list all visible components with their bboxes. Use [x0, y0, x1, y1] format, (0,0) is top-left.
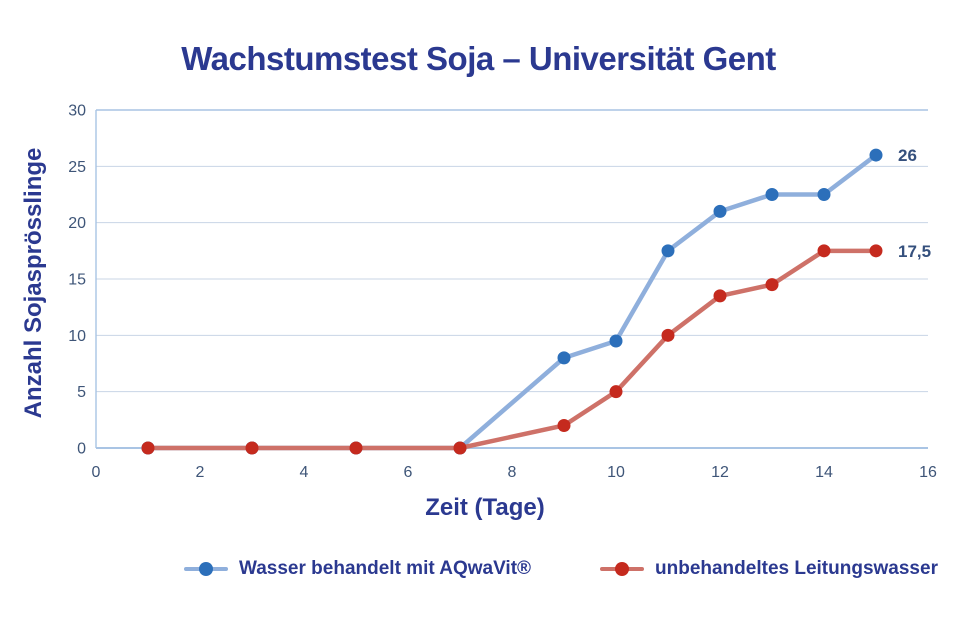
end-label-aqwavit: 26	[898, 146, 917, 165]
x-axis-title: Zeit (Tage)	[425, 494, 545, 521]
data-point-aqwavit	[869, 148, 883, 162]
legend-item-leitungswasser: unbehandeltes Leitungswasser	[600, 556, 938, 582]
y-tick-label: 30	[68, 103, 86, 120]
line-dot-marker-red-icon	[600, 562, 644, 576]
data-point-leitungswasser	[765, 278, 779, 292]
series-line-aqwavit	[145, 152, 879, 451]
y-tick-label: 10	[68, 328, 86, 345]
x-tick-label: 0	[92, 464, 101, 481]
data-point-leitungswasser	[609, 385, 623, 399]
data-point-aqwavit	[661, 244, 675, 258]
data-point-leitungswasser	[557, 418, 571, 432]
x-tick-label: 8	[508, 464, 517, 481]
data-point-leitungswasser	[661, 328, 675, 342]
legend-dot-red-icon	[615, 562, 629, 576]
x-tick-label: 12	[711, 464, 729, 481]
chart-title: Wachstumstest Soja – Universität Gent	[181, 40, 776, 77]
x-tick-label: 10	[607, 464, 625, 481]
x-tick-label: 6	[404, 464, 413, 481]
x-tick-label: 4	[300, 464, 309, 481]
x-tick-label: 2	[196, 464, 205, 481]
x-tick-label: 16	[919, 464, 937, 481]
x-tick-label: 14	[815, 464, 833, 481]
data-point-leitungswasser	[349, 441, 363, 455]
data-point-aqwavit	[713, 204, 727, 218]
data-point-leitungswasser	[713, 289, 727, 303]
y-tick-label: 5	[77, 384, 86, 401]
data-point-leitungswasser	[453, 441, 467, 455]
line-dot-marker-blue-icon	[184, 562, 228, 576]
y-tick-label: 15	[68, 272, 86, 289]
data-point-aqwavit	[765, 188, 779, 201]
data-point-leitungswasser	[141, 441, 155, 455]
series-line-leitungswasser	[145, 248, 879, 451]
y-tick-label: 0	[77, 441, 86, 458]
data-point-leitungswasser	[817, 244, 831, 258]
legend-item-aqwavit: Wasser behandelt mit AQwaVit®	[184, 556, 531, 582]
data-point-aqwavit	[557, 351, 571, 365]
legend-label-aqwavit: Wasser behandelt mit AQwaVit®	[239, 558, 532, 579]
data-point-leitungswasser	[869, 244, 883, 258]
legend-dot-blue-icon	[199, 562, 213, 576]
legend-label-leitungswasser: unbehandeltes Leitungswasser	[655, 558, 938, 579]
end-label-leitungswasser: 17,5	[898, 242, 931, 261]
data-point-leitungswasser	[245, 441, 259, 455]
data-point-aqwavit	[817, 188, 831, 201]
y-tick-label: 25	[68, 159, 86, 176]
y-tick-label: 20	[68, 215, 86, 232]
data-point-aqwavit	[609, 334, 623, 348]
